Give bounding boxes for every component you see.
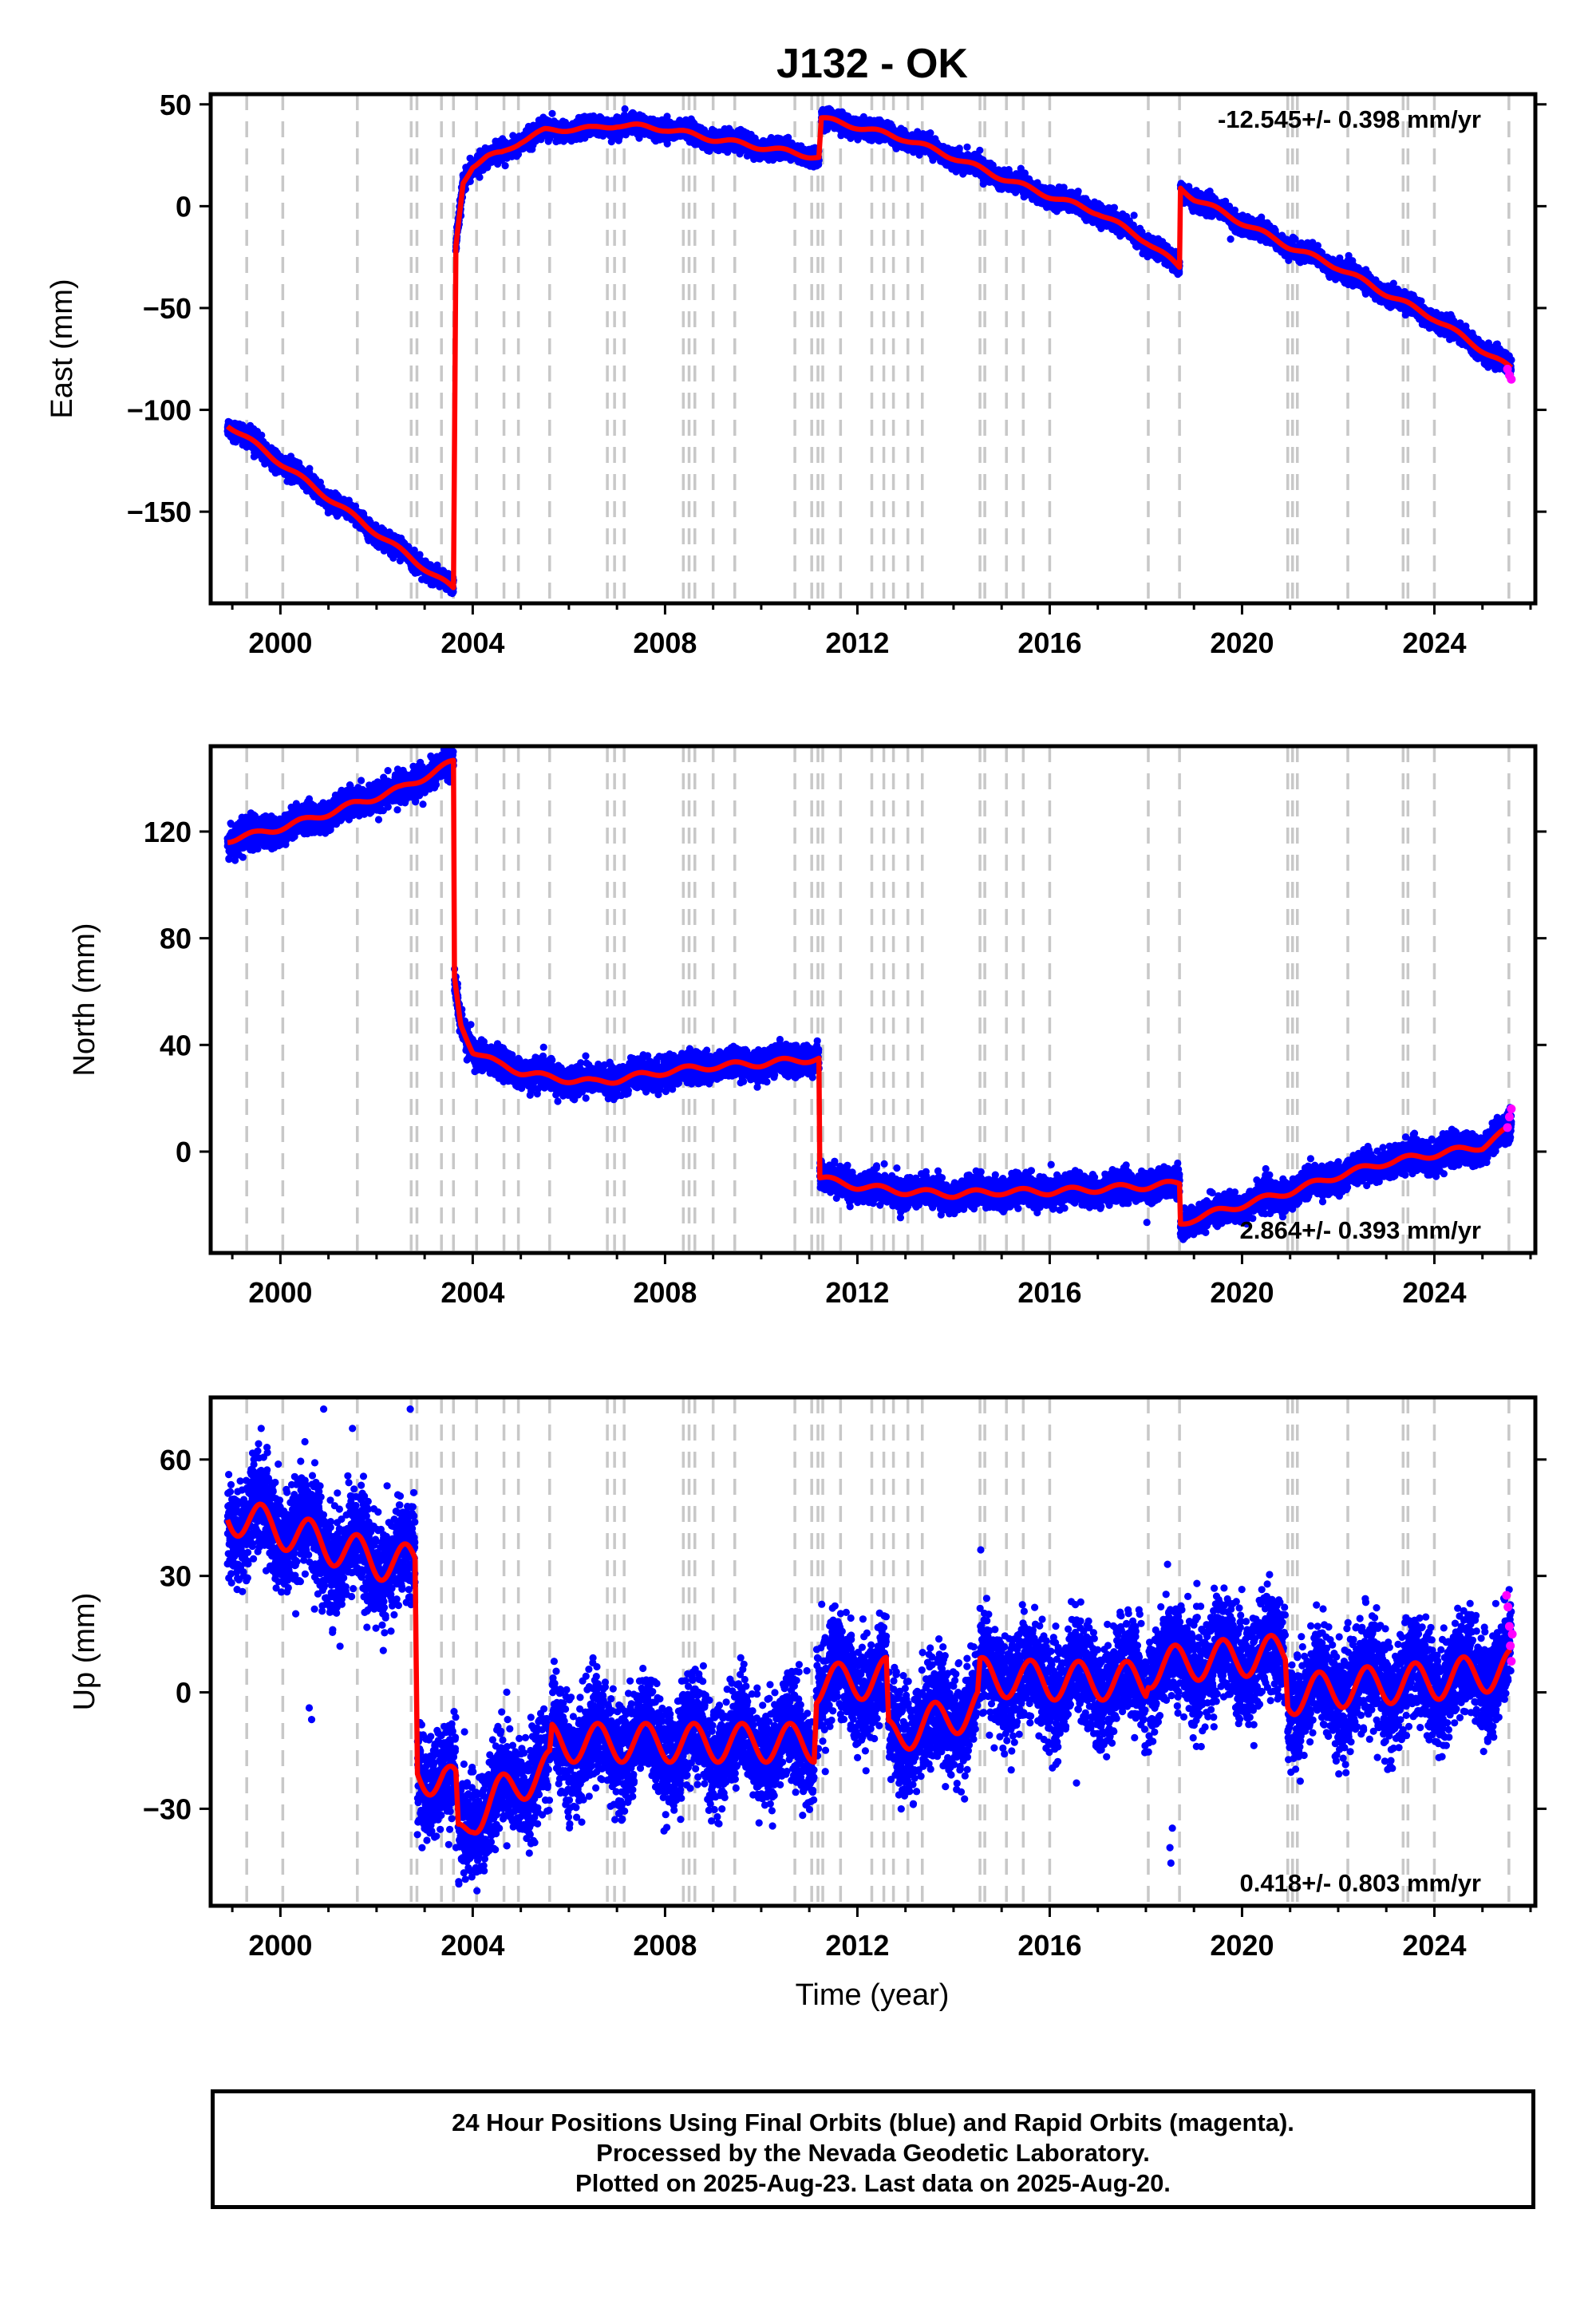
x-tick-label: 2024 [1402,1929,1466,1962]
y-tick-label: 0 [176,190,192,223]
east-y-axis-label: East (mm) [45,279,79,418]
x-tick-label: 2020 [1210,1276,1274,1309]
north-rate-annotation: 2.864+/- 0.393 mm/yr [1240,1216,1481,1244]
rapid-point [1508,1630,1517,1638]
y-tick-label: −50 [143,292,192,325]
rapid-point [1507,1105,1515,1113]
rapid-point [1502,1591,1511,1599]
panel-east: 2000 2004 2008 2012 2016 2020 2024 50 0 −50 −100 −1… [45,89,1547,659]
panel-up: 2000 2004 2008 2012 2016 2020 2024 60 30 0 −30 Up (… [68,1397,1547,1962]
x-tick-label: 2024 [1402,626,1466,659]
north-model-line [227,761,1511,1224]
rapid-point [1505,1622,1514,1630]
x-tick-label: 2016 [1017,1276,1081,1309]
rapid-point [1507,375,1515,384]
chart-title: J132 - OK [776,41,968,87]
footer-line-plotted: Plotted on 2025-Aug-23. Last data on 202… [215,2168,1531,2199]
rapid-point [1503,1603,1512,1611]
x-tick-label: 2008 [633,626,697,659]
x-tick-label: 2024 [1402,1276,1466,1309]
y-tick-label: 0 [176,1677,192,1709]
y-tick-label: 40 [160,1029,192,1061]
x-tick-label: 2012 [825,1276,889,1309]
rapid-point [1506,1642,1515,1650]
east-x-axis: 2000 2004 2008 2012 2016 2020 2024 [232,603,1531,659]
north-y-axis: 120 80 40 0 [144,816,1547,1168]
panel-north: 2000 2004 2008 2012 2016 2020 2024 120 80 40 0 Nort… [68,741,1547,1309]
up-rate-annotation: 0.418+/- 0.803 mm/yr [1240,1869,1481,1897]
north-x-axis: 2000 2004 2008 2012 2016 2020 2024 [232,1253,1531,1309]
east-rate-annotation: -12.545+/- 0.398 mm/yr [1218,105,1481,133]
footer-note: 24 Hour Positions Using Final Orbits (bl… [211,2089,1535,2209]
y-tick-label: 0 [176,1136,192,1168]
model-fit-line [227,118,1511,588]
x-axis-label: Time (year) [796,1978,950,2012]
x-tick-label: 2020 [1210,626,1274,659]
east-y-axis: 50 0 −50 −100 −150 [127,89,1547,528]
x-tick-label: 2016 [1017,626,1081,659]
x-tick-label: 2000 [248,626,312,659]
panels: 2000 2004 2008 2012 2016 2020 2024 50 0 −50 −100 −1… [45,89,1547,1962]
x-tick-label: 2000 [248,1276,312,1309]
x-tick-label: 2008 [633,1929,697,1962]
x-tick-label: 2016 [1017,1929,1081,1962]
y-tick-label: 80 [160,923,192,955]
rapid-point [1503,1123,1512,1132]
up-y-axis-label: Up (mm) [68,1593,101,1711]
y-tick-label: −150 [127,496,192,528]
y-tick-label: −30 [143,1792,192,1825]
footer-line-processed: Processed by the Nevada Geodetic Laborat… [215,2138,1531,2168]
up-x-axis: 2000 2004 2008 2012 2016 2020 2024 [232,1906,1531,1962]
east-model-line [227,118,1511,588]
y-tick-label: 60 [160,1444,192,1476]
x-tick-label: 2008 [633,1276,697,1309]
north-y-axis-label: North (mm) [68,923,101,1076]
x-tick-label: 2012 [825,1929,889,1962]
rapid-point [1505,1113,1514,1121]
rapid-point [1507,1657,1515,1666]
x-tick-label: 2004 [440,1276,504,1309]
y-tick-label: 30 [160,1560,192,1593]
x-tick-label: 2020 [1210,1929,1274,1962]
x-tick-label: 2004 [440,626,504,659]
x-tick-label: 2000 [248,1929,312,1962]
y-tick-label: 50 [160,89,192,121]
x-tick-label: 2012 [825,626,889,659]
y-tick-label: −100 [127,394,192,427]
y-tick-label: 120 [144,816,192,848]
model-fit-line [227,761,1511,1224]
x-tick-label: 2004 [440,1929,504,1962]
footer-line-orbits: 24 Hour Positions Using Final Orbits (bl… [215,2108,1531,2138]
